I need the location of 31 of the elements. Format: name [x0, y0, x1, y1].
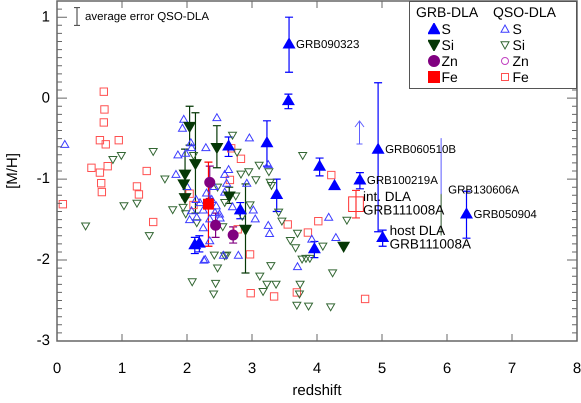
legend-label: S [512, 21, 522, 37]
y-tick-label: -1 [36, 170, 50, 188]
y-tick-label: 1 [42, 8, 50, 26]
legend-label: S [442, 21, 451, 37]
x-tick-label: 3 [248, 360, 256, 378]
annotation: average error QSO-DLA [85, 11, 210, 24]
legend-label: Fe [512, 69, 529, 85]
annotation: QSO-DLA [493, 3, 558, 21]
legend-label: Zn [512, 53, 529, 69]
x-tick-label: 8 [572, 360, 581, 378]
legend-label: Fe [442, 69, 458, 85]
x-tick-label: 4 [312, 360, 322, 378]
annotation: GRB-DLA [415, 3, 480, 21]
legend-label: Si [442, 37, 454, 53]
x-tick-label: 5 [378, 360, 386, 378]
x-tick-label: 2 [182, 360, 192, 378]
annotation: GRB090323 [296, 38, 360, 51]
legend-label: Si [512, 37, 525, 53]
x-tick-label: 6 [442, 360, 452, 378]
y-tick-label: -3 [36, 332, 50, 350]
legend-label: Zn [442, 53, 458, 69]
y-tick-label: -2 [36, 251, 50, 268]
annotation: GRB130606A [448, 184, 520, 197]
x-tick-label: 1 [118, 360, 126, 378]
x-axis-title: redshift [292, 382, 342, 400]
x-tick-label: 0 [52, 360, 62, 378]
annotation: GRB050904 [474, 208, 538, 221]
y-tick-label: 0 [42, 89, 50, 106]
annotation: GRB060510B [385, 144, 456, 156]
x-tick-label: 7 [508, 360, 516, 378]
y-axis-title: [M/H] [4, 153, 22, 189]
